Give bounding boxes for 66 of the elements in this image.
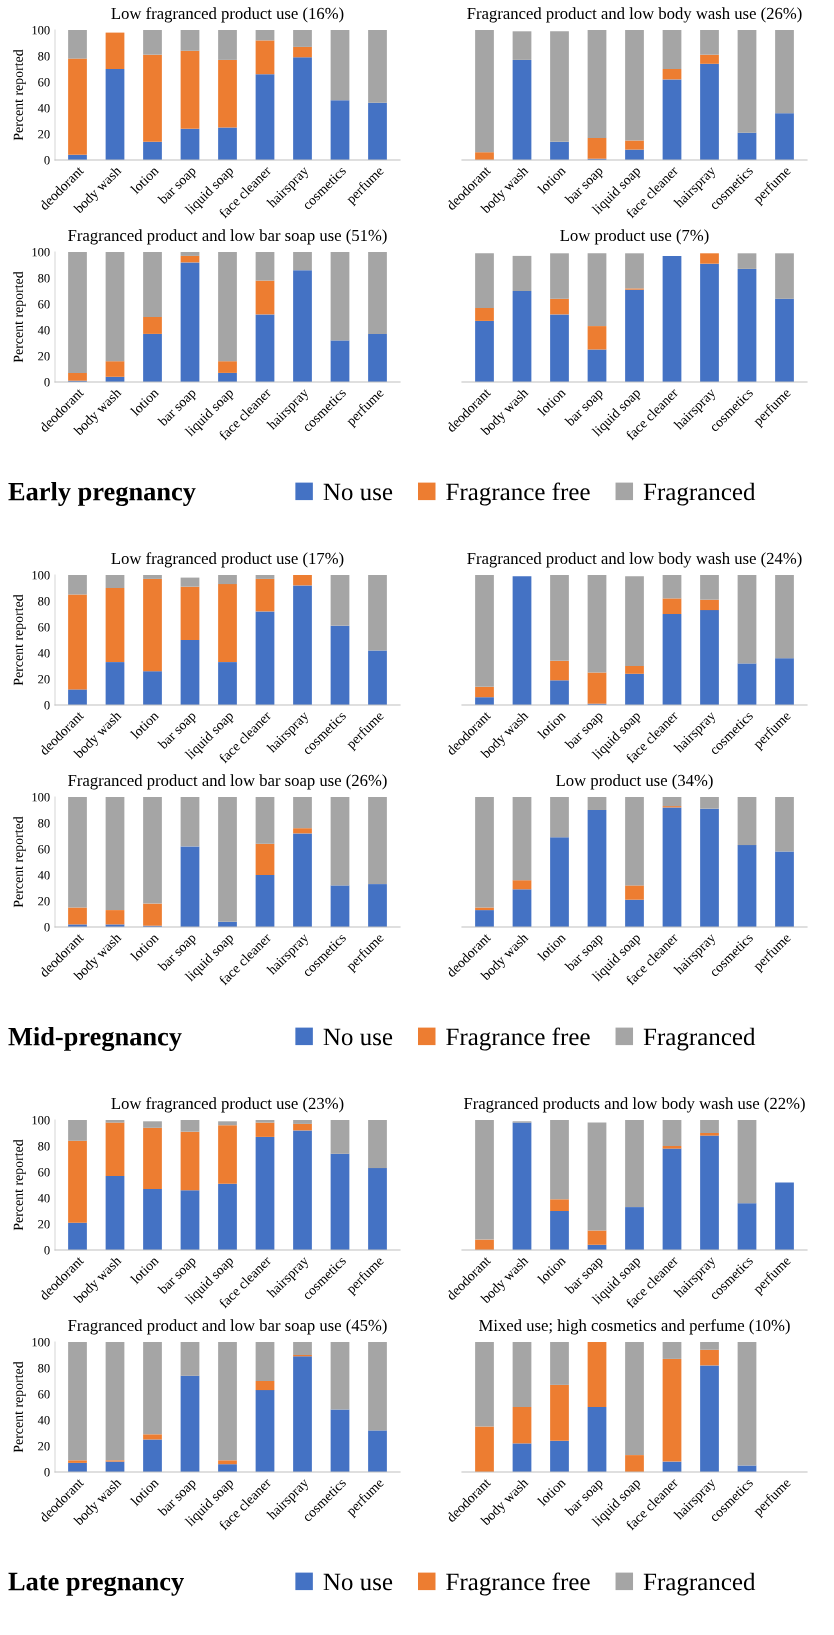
chart-title: Fragranced product and low body wash use (26%) bbox=[467, 7, 802, 23]
y-tick-label: 0 bbox=[44, 1246, 50, 1255]
chart-title: Low fragranced product use (17%) bbox=[111, 552, 344, 568]
y-tick-label: 60 bbox=[38, 845, 50, 854]
y-tick-label: 100 bbox=[32, 571, 50, 580]
y-tick-label: 100 bbox=[32, 1116, 50, 1125]
chart-title: Fragranced product and low bar soap use (45%) bbox=[68, 1319, 387, 1335]
y-tick-label: 100 bbox=[32, 248, 50, 257]
chart-title: Fragranced product and low bar soap use (51%) bbox=[68, 229, 387, 245]
y-tick-label: 80 bbox=[38, 819, 50, 828]
y-tick-label: 60 bbox=[38, 300, 50, 309]
y-tick-label: 40 bbox=[37, 1194, 50, 1203]
legend-label: Fragranced bbox=[643, 482, 756, 506]
y-tick-label: 80 bbox=[38, 597, 50, 606]
y-axis-title: Percent reported bbox=[13, 594, 26, 686]
chart-title: Fragranced products and low body wash use (22%) bbox=[463, 1097, 805, 1113]
legend-label: No use bbox=[323, 483, 393, 501]
chart-title: Low product use (34%) bbox=[556, 774, 713, 790]
y-tick-label: 60 bbox=[38, 78, 50, 87]
y-tick-label: 20 bbox=[38, 352, 50, 361]
y-tick-label: 40 bbox=[37, 871, 50, 880]
chart-title: Low fragranced product use (16%) bbox=[111, 7, 344, 23]
y-tick-label: 40 bbox=[37, 1416, 50, 1425]
y-tick-label: 0 bbox=[44, 701, 50, 710]
y-tick-label: 0 bbox=[44, 378, 50, 387]
text: Mid-pregnancy bbox=[8, 1026, 182, 1052]
y-tick-label: 100 bbox=[32, 26, 50, 35]
y-tick-label: 80 bbox=[38, 1364, 50, 1373]
y-tick-label: 60 bbox=[38, 1390, 50, 1399]
y-tick-label: 0 bbox=[44, 1468, 50, 1477]
y-tick-label: 0 bbox=[44, 923, 50, 932]
y-tick-label: 20 bbox=[38, 1220, 50, 1229]
legend-label: Fragrance free bbox=[446, 482, 590, 506]
y-tick-label: 100 bbox=[32, 1338, 50, 1347]
text: Early pregnancy bbox=[8, 481, 196, 507]
legend-label: Fragrance free bbox=[446, 1027, 590, 1051]
legend-label: Fragranced bbox=[643, 1572, 756, 1596]
y-axis-title: Percent reported bbox=[13, 1139, 26, 1231]
chart-title: Low product use (7%) bbox=[560, 229, 709, 245]
legend-label: No use bbox=[323, 1573, 393, 1591]
legend-label: Fragrance free bbox=[446, 1572, 590, 1596]
y-axis-title: Percent reported bbox=[13, 49, 26, 141]
text: Late pregnancy bbox=[8, 1572, 184, 1596]
y-tick-label: 100 bbox=[32, 793, 50, 802]
y-tick-label: 80 bbox=[38, 1142, 50, 1151]
chart-title: Mixed use; high cosmetics and perfume (10%) bbox=[479, 1319, 790, 1335]
y-tick-label: 20 bbox=[38, 1442, 50, 1451]
y-tick-label: 40 bbox=[37, 104, 50, 113]
y-tick-label: 0 bbox=[44, 156, 50, 165]
y-tick-label: 80 bbox=[38, 52, 50, 61]
y-tick-label: 60 bbox=[38, 623, 50, 632]
legend-label: Fragranced bbox=[643, 1027, 756, 1051]
chart-title: Fragranced product and low bar soap use (26%) bbox=[68, 774, 387, 790]
y-tick-label: 40 bbox=[37, 326, 50, 335]
y-axis-title: Percent reported bbox=[13, 271, 26, 363]
y-tick-label: 20 bbox=[38, 130, 50, 139]
y-tick-label: 40 bbox=[37, 649, 50, 658]
y-tick-label: 60 bbox=[38, 1168, 50, 1177]
y-tick-label: 20 bbox=[38, 675, 50, 684]
chart-title: Low fragranced product use (23%) bbox=[111, 1097, 344, 1113]
chart-title: Fragranced product and low body wash use (24%) bbox=[467, 552, 802, 568]
y-axis-title: Percent reported bbox=[13, 1361, 26, 1453]
y-axis-title: Percent reported bbox=[13, 816, 26, 908]
y-tick-label: 80 bbox=[38, 274, 50, 283]
legend-label: No use bbox=[323, 1028, 393, 1046]
y-tick-label: 20 bbox=[38, 897, 50, 906]
